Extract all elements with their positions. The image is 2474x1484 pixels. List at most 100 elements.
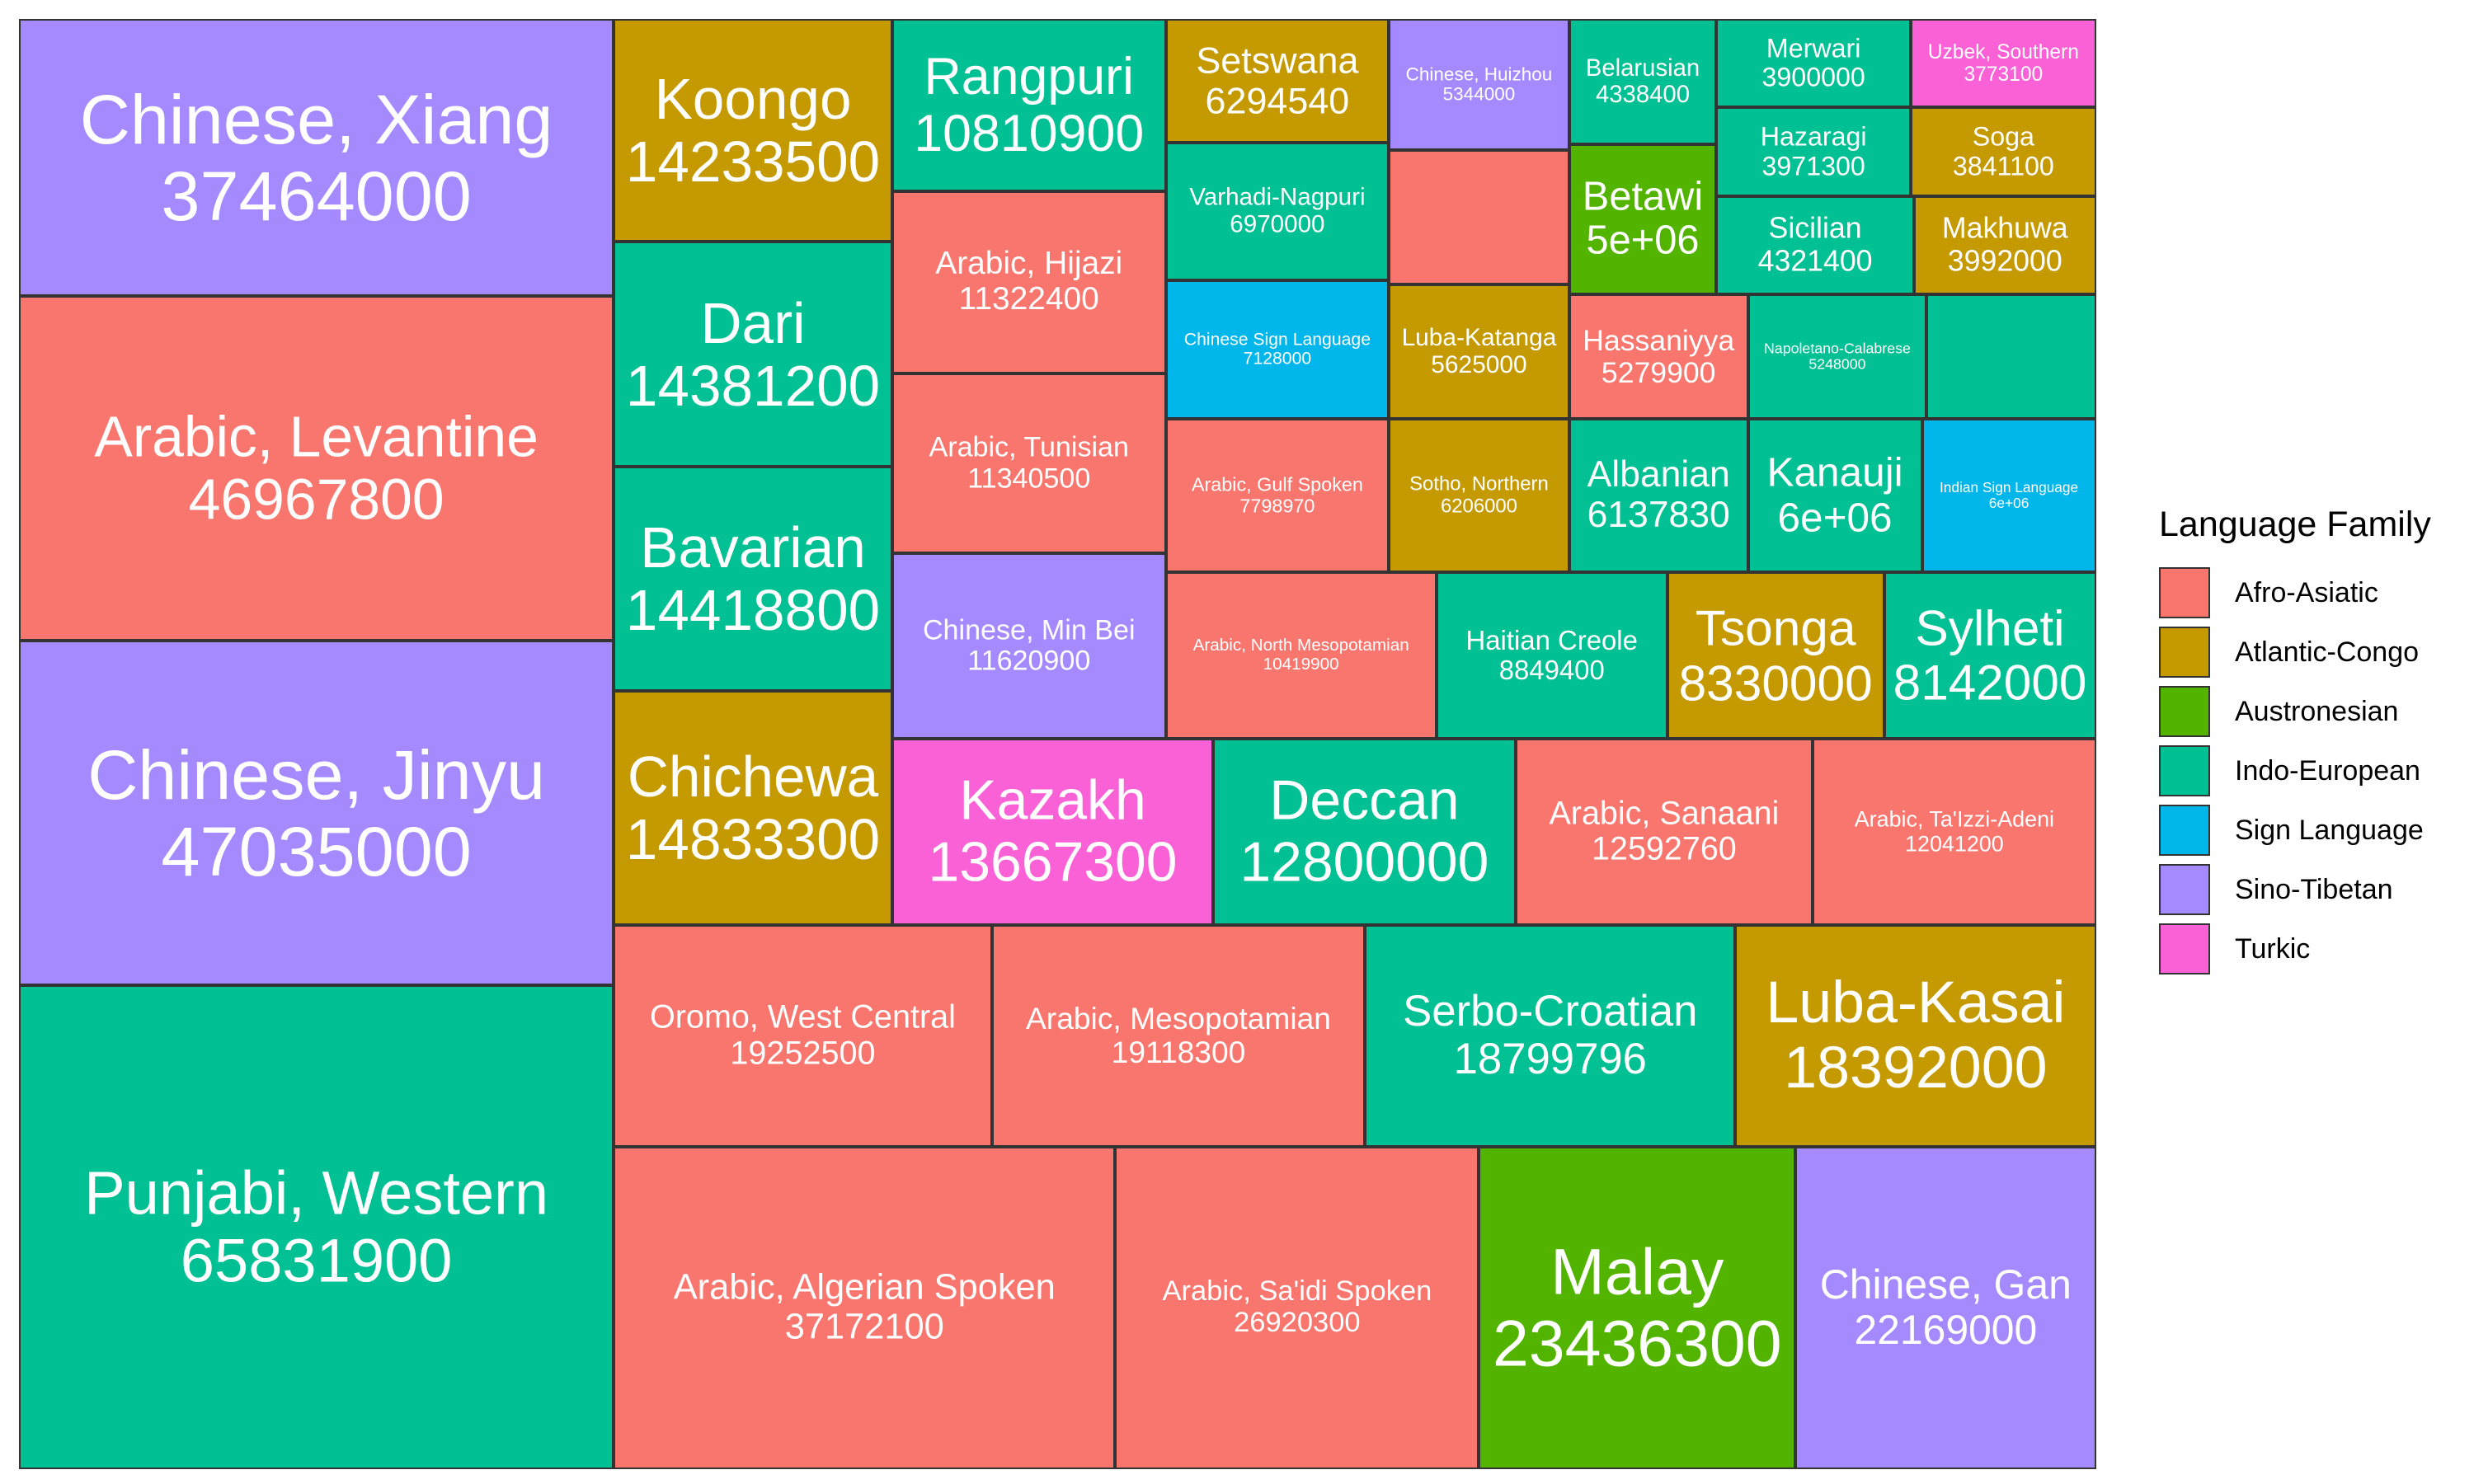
tile-label: Makhuwa xyxy=(1941,212,2068,246)
tile-text: Hazaragi 3971300 xyxy=(1718,122,1909,181)
treemap-tile: Albanian 6137830 xyxy=(1569,419,1748,573)
tile-text: Koongo 14233500 xyxy=(615,67,891,194)
tile-text: Makhuwa 3992000 xyxy=(1916,212,2095,278)
tile-label: Kazakh xyxy=(959,769,1146,832)
treemap-tile: Rangpuri 10810900 xyxy=(891,19,1166,192)
treemap-tile: Malay 23436300 xyxy=(1479,1146,1796,1469)
tile-label: Sylheti xyxy=(1915,599,2065,656)
treemap-tile: Arabic, Sa'idi Spoken 26920300 xyxy=(1115,1146,1479,1469)
treemap-tile: Haitian Creole 8849400 xyxy=(1436,572,1667,739)
treemap-tile: Hassaniyya 5279900 xyxy=(1569,294,1748,420)
tile-value: 13667300 xyxy=(928,830,1178,893)
tile-label: Bavarian xyxy=(640,514,866,580)
tile-text: Serbo-Croatian 18799796 xyxy=(1366,988,1733,1083)
treemap-tile: Arabic, Mesopotamian 19118300 xyxy=(991,925,1366,1147)
legend-label: Turkic xyxy=(2235,932,2311,965)
tile-text: Luba-Kasai 18392000 xyxy=(1737,970,2094,1101)
treemap-tile: Chinese, Xiang 37464000 xyxy=(19,19,614,296)
tile-text: Arabic, Levantine 46967800 xyxy=(21,405,612,531)
tile-text: Chichewa 14833300 xyxy=(615,745,891,871)
treemap-tile: Dari 14381200 xyxy=(614,242,892,467)
tile-value: 3900000 xyxy=(1761,62,1865,92)
tile-label: Arabic, Sanaani xyxy=(1549,795,1780,832)
tile-label: Luba-Kasai xyxy=(1766,970,2066,1036)
tile-value: 3992000 xyxy=(1947,244,2062,278)
tile-text: Oromo, West Central 19252500 xyxy=(615,998,990,1072)
tile-value: 65831900 xyxy=(180,1226,453,1295)
legend-color-key xyxy=(2159,745,2210,796)
tile-label: Arabic, Tunisian xyxy=(929,431,1129,463)
tile-value: 12041200 xyxy=(1905,830,2004,856)
tile-value: 6e+06 xyxy=(1988,495,2030,512)
legend: Language Family Afro-Asiatic Atlantic-Con… xyxy=(2159,505,2431,979)
tile-label: Rangpuri xyxy=(924,47,1134,106)
tile-label: Oromo, West Central xyxy=(649,998,956,1036)
tile-label: Arabic, North Mesopotamian xyxy=(1192,636,1409,655)
treemap-tile: Indian Sign Language 6e+06 xyxy=(1921,419,2096,573)
tile-value: 12800000 xyxy=(1239,830,1489,893)
treemap-tile: Bavarian 14418800 xyxy=(614,466,892,692)
tile-text: Merwari 3900000 xyxy=(1718,33,1909,92)
tile-label: Arabic, Levantine xyxy=(94,404,539,469)
tile-text: Sylheti 8142000 xyxy=(1886,599,2095,710)
legend-item: Austronesian xyxy=(2159,682,2431,741)
tile-value: 6e+06 xyxy=(1777,495,1893,541)
tile-label: Haitian Creole xyxy=(1465,624,1638,655)
tile-value: 37464000 xyxy=(161,156,472,235)
tile-text: Chinese, Gan 22169000 xyxy=(1797,1262,2094,1353)
tile-text: Sicilian 4321400 xyxy=(1718,212,1912,278)
tile-text: Chinese, Huizhou 5344000 xyxy=(1390,63,1568,106)
tile-label: Chinese, Huizhou xyxy=(1405,63,1553,84)
treemap-tile: Chinese, Jinyu 47035000 xyxy=(19,640,614,985)
tile-text: Chinese, Xiang 37464000 xyxy=(21,81,612,234)
tile-text: Albanian 6137830 xyxy=(1571,454,1747,536)
treemap-tile: Arabic, Sanaani 12592760 xyxy=(1515,738,1813,926)
treemap-tile: Varhadi-Nagpuri 6970000 xyxy=(1165,142,1390,280)
tile-label: Varhadi-Nagpuri xyxy=(1189,183,1366,211)
treemap-tile: Kazakh 13667300 xyxy=(891,738,1214,926)
tile-value: 23436300 xyxy=(1492,1307,1782,1380)
tile-text: Punjabi, Western 65831900 xyxy=(21,1160,612,1294)
treemap-tile: Betawi 5e+06 xyxy=(1569,143,1717,294)
legend-title: Language Family xyxy=(2159,505,2431,544)
tile-text: Arabic, Mesopotamian 19118300 xyxy=(994,1002,1364,1069)
treemap-tile: Chinese Sign Language 7128000 xyxy=(1165,279,1390,420)
treemap-tile: Sylheti 8142000 xyxy=(1884,572,2096,739)
treemap-tile: Arabic, North Mesopotamian 10419900 xyxy=(1165,572,1437,739)
tile-value: 6206000 xyxy=(1440,495,1517,518)
tile-label: Napoletano-Calabrese xyxy=(1763,339,1911,356)
tile-value: 5248000 xyxy=(1808,355,1866,373)
tile-value: 11340500 xyxy=(967,463,1091,494)
legend-label: Austronesian xyxy=(2235,695,2399,727)
tile-text: Varhadi-Nagpuri 6970000 xyxy=(1168,183,1387,238)
treemap-tile: Luba-Kasai 18392000 xyxy=(1735,925,2096,1147)
tile-value: 11620900 xyxy=(967,645,1091,677)
tile-text: Arabic, Sa'idi Spoken 26920300 xyxy=(1117,1275,1477,1339)
treemap-tile: Koongo 14233500 xyxy=(614,19,892,242)
treemap-tile: Arabic, Ta'Izzi-Adeni 12041200 xyxy=(1813,738,2096,926)
tile-value: 5344000 xyxy=(1442,83,1516,105)
treemap-tile: Arabic, Tunisian 11340500 xyxy=(891,373,1166,554)
tile-label: Arabic, Ta'Izzi-Adeni xyxy=(1854,806,2055,832)
tile-label: Luba-Katanga xyxy=(1401,323,1557,351)
tile-label: Merwari xyxy=(1766,33,1861,63)
tile-text: Haitian Creole 8849400 xyxy=(1438,624,1666,685)
tile-label: Betawi xyxy=(1582,173,1704,218)
legend-label: Sino-Tibetan xyxy=(2235,873,2393,905)
tile-value: 11322400 xyxy=(958,281,1099,317)
legend-label: Atlantic-Congo xyxy=(2235,636,2420,668)
tile-label: Serbo-Croatian xyxy=(1403,987,1698,1036)
treemap-tile: Oromo, West Central 19252500 xyxy=(614,925,992,1147)
treemap-tile xyxy=(1926,294,2096,420)
tile-value: 46967800 xyxy=(188,467,444,532)
tile-label: Chinese, Xiang xyxy=(79,79,553,158)
legend-color-key xyxy=(2159,805,2210,856)
tile-text: Kazakh 13667300 xyxy=(894,770,1211,893)
tile-value: 3841100 xyxy=(1952,151,2054,181)
tile-value: 47035000 xyxy=(161,811,472,890)
legend-color-key xyxy=(2159,627,2210,678)
treemap-tile: Punjabi, Western 65831900 xyxy=(19,985,614,1469)
tile-label: Indian Sign Language xyxy=(1939,479,2079,496)
tile-label: Koongo xyxy=(654,67,852,132)
tile-value: 10810900 xyxy=(914,104,1145,162)
